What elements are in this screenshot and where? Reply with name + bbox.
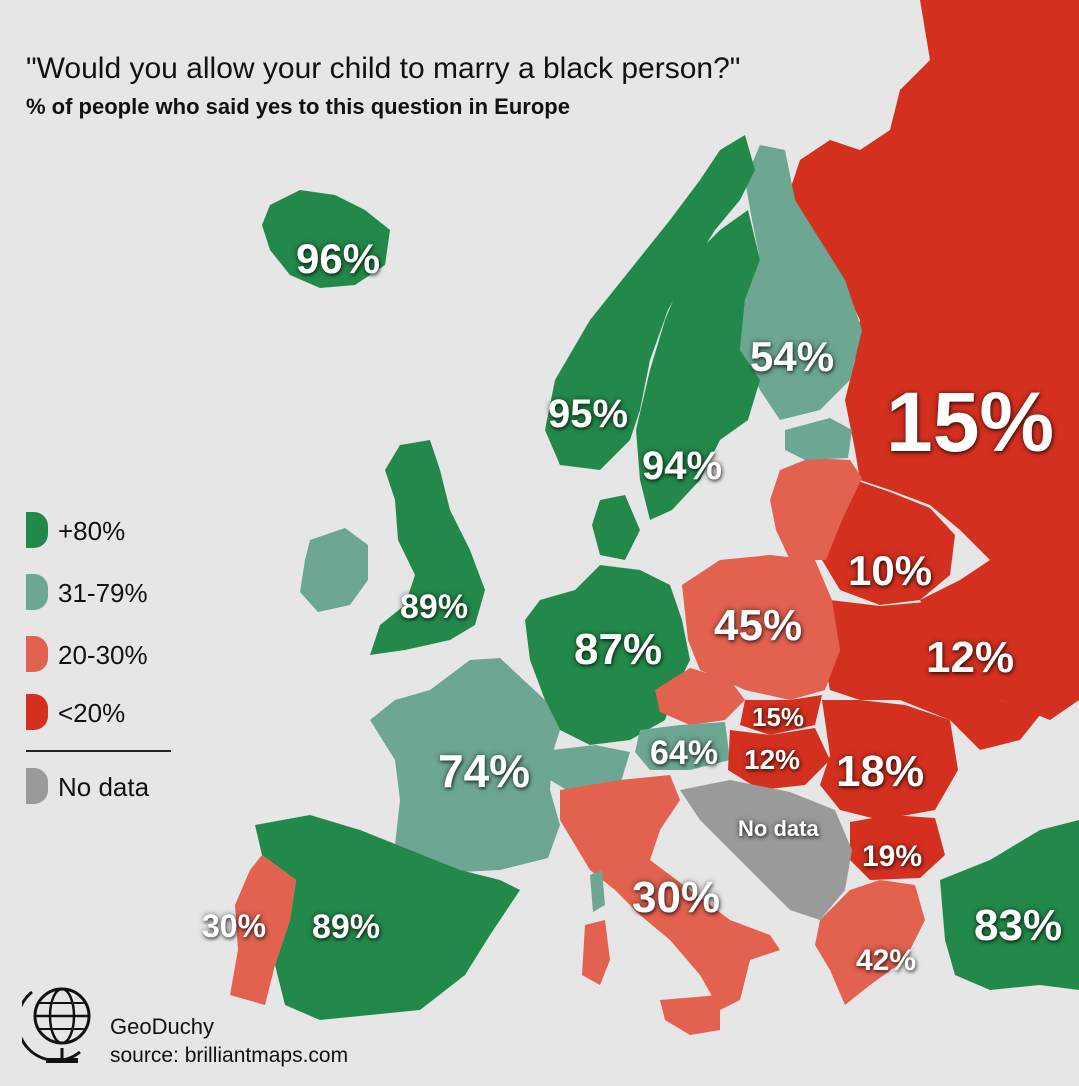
region-finland	[740, 145, 862, 420]
region-greece	[815, 880, 925, 1005]
region-denmark	[592, 495, 640, 560]
legend-item-red: <20%	[26, 690, 196, 734]
legend-item-teal: 31-79%	[26, 570, 196, 614]
brand-name: GeoDuchy	[110, 1014, 214, 1039]
region-estonia	[785, 418, 852, 460]
label-poland: 45%	[714, 601, 803, 650]
region-sardinia	[582, 920, 610, 985]
legend-swatch-grey	[26, 768, 48, 804]
legend-swatch-red	[26, 694, 48, 730]
globe-icon	[16, 976, 102, 1073]
legend-label: 31-79%	[58, 578, 148, 608]
label-hungary: 12%	[744, 744, 801, 775]
region-turkey	[940, 820, 1079, 990]
legend-item-green: +80%	[26, 508, 196, 552]
label-portugal: 30%	[202, 908, 267, 944]
label-slovakia: 15%	[752, 702, 805, 732]
region-slovakia	[740, 695, 822, 735]
region-russia	[790, 0, 1079, 720]
region-poland	[682, 555, 840, 700]
label-uk: 89%	[400, 588, 469, 626]
region-czechia	[655, 668, 745, 725]
region-spain	[255, 815, 520, 1020]
label-spain: 89%	[312, 908, 381, 946]
region-iceland	[262, 190, 390, 288]
region-hungary	[728, 728, 830, 790]
region-norway	[545, 135, 755, 470]
label-austria: 64%	[650, 734, 719, 772]
legend-divider	[26, 750, 171, 752]
label-belarus: 10%	[848, 547, 933, 594]
region-sicily	[660, 995, 720, 1035]
region-corsica	[590, 870, 605, 912]
region-uk	[370, 440, 485, 655]
legend-swatch-green	[26, 512, 48, 548]
label-germany: 87%	[574, 625, 663, 674]
label-greece: 42%	[856, 944, 917, 977]
region-austria	[635, 722, 730, 770]
label-france: 74%	[438, 745, 531, 797]
region-france	[370, 658, 560, 872]
legend-label: No data	[58, 772, 150, 802]
legend-swatch-salmon	[26, 636, 48, 672]
region-ireland	[300, 528, 368, 612]
label-iceland: 96%	[296, 235, 381, 282]
region-portugal	[230, 855, 296, 1005]
map-subtitle: % of people who said yes to this questio…	[26, 94, 570, 119]
legend-label: +80%	[58, 516, 126, 546]
map-title: "Would you allow your child to marry a b…	[26, 52, 741, 85]
region-italy	[560, 775, 780, 1010]
label-ukraine: 12%	[926, 633, 1015, 682]
label-bulgaria: 19%	[862, 840, 923, 873]
legend-item-salmon: 20-30%	[26, 632, 196, 676]
legend-swatch-teal	[26, 574, 48, 610]
legend-label: 20-30%	[58, 640, 148, 670]
label-turkey: 83%	[974, 901, 1063, 950]
label-sweden: 94%	[642, 444, 723, 488]
region-romania	[820, 700, 958, 820]
region-balkans	[680, 780, 852, 920]
label-finland: 54%	[750, 333, 835, 380]
legend-item-grey: No data	[26, 764, 196, 808]
source-credit: source: brilliantmaps.com	[110, 1044, 349, 1067]
label-russia: 15%	[886, 375, 1055, 469]
region-germany	[525, 565, 690, 745]
region-ukraine	[822, 600, 1040, 750]
region-bulgaria	[850, 815, 945, 880]
region-baltics	[770, 458, 862, 560]
region-belarus	[822, 480, 955, 605]
label-norway: 95%	[548, 392, 629, 436]
label-italy: 30%	[632, 873, 721, 922]
region-sweden	[636, 210, 760, 520]
label-romania: 18%	[836, 747, 925, 796]
label-balkans: No data	[738, 816, 819, 841]
legend-label: <20%	[58, 698, 126, 728]
